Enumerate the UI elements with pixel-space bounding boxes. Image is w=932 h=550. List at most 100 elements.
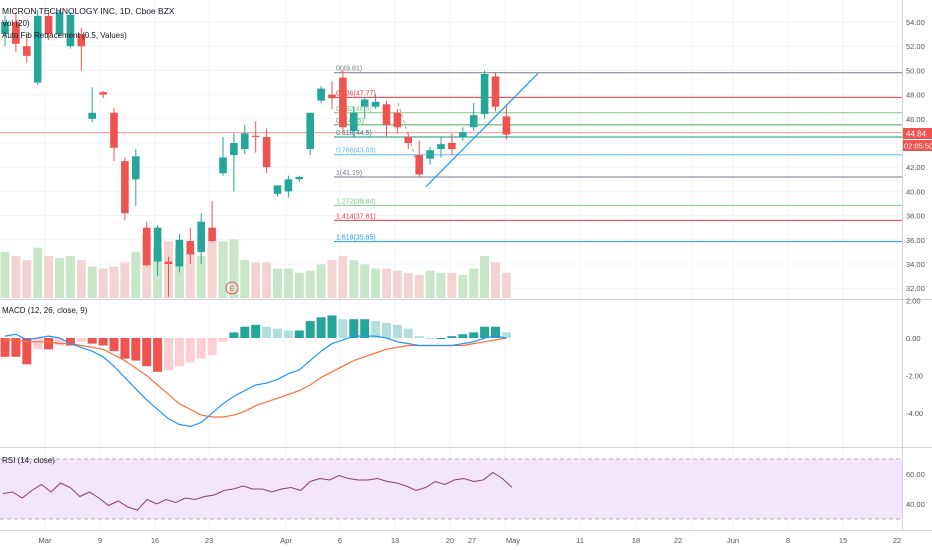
macd-histogram-bar <box>196 338 206 359</box>
macd-histogram-bar <box>371 321 381 338</box>
macd-histogram-bar <box>283 330 293 338</box>
macd-line <box>4 333 507 428</box>
rsi-tick-label: 60.00 <box>906 470 925 479</box>
macd-histogram-bar <box>392 324 402 338</box>
time-tick-label: 6 <box>338 536 342 545</box>
time-tick-label: 22 <box>893 536 901 545</box>
countdown-badge: 02:05:50 <box>903 140 932 151</box>
price-tick-label: 48.00 <box>906 91 925 100</box>
macd-histogram-bar <box>480 326 490 338</box>
candle-body <box>350 112 358 131</box>
earnings-marker-letter: E <box>230 286 235 293</box>
volume-bar <box>22 260 32 298</box>
candle-body <box>12 22 20 44</box>
volume-bar <box>501 272 511 298</box>
trendline[interactable] <box>425 73 539 187</box>
macd-histogram-bar <box>262 326 272 338</box>
volume-bar <box>120 262 130 298</box>
volume-bar <box>491 262 500 298</box>
candlestick-series <box>1 9 511 297</box>
time-tick-label: May <box>506 536 520 545</box>
macd-histogram-bar <box>98 338 108 346</box>
volume-bars <box>0 235 511 298</box>
macd-histogram-bar <box>491 326 500 338</box>
candle-body <box>110 112 118 148</box>
macd-histogram-bar <box>349 319 359 338</box>
macd-lines <box>4 333 507 428</box>
candle-body <box>415 155 423 175</box>
candle-body <box>295 176 304 180</box>
time-tick-label: 11 <box>576 536 584 545</box>
macd-histogram-bar <box>360 319 370 338</box>
price-tick-label: 50.00 <box>906 66 925 75</box>
volume-bar <box>11 256 21 298</box>
candle-body <box>208 227 216 242</box>
macd-histogram-bar <box>44 338 54 350</box>
macd-histogram-bar <box>120 338 130 359</box>
fib-level-label: 1(41.19) <box>336 170 362 177</box>
earnings-marker[interactable]: E <box>225 281 239 295</box>
time-tick-label: Mar <box>39 536 52 545</box>
candle-body <box>44 15 53 35</box>
volume-bar <box>109 266 119 298</box>
price-tick-label: 52.00 <box>906 42 925 51</box>
volume-bar <box>349 260 359 298</box>
fib-legend[interactable]: Auto Fib Retracement (0.5, Values) <box>2 31 127 40</box>
volume-bar <box>273 268 282 298</box>
candle-body <box>153 227 162 262</box>
macd-histogram-bar <box>327 315 337 338</box>
candle-body <box>491 76 500 107</box>
volume-bar <box>480 256 490 298</box>
volume-bar <box>305 270 315 298</box>
macd-tick-label: 0.00 <box>906 334 921 343</box>
rsi-legend[interactable]: RSI (14, close) <box>2 456 55 465</box>
candle-body <box>404 136 413 143</box>
candle-body <box>23 46 31 56</box>
candle-body <box>142 227 151 266</box>
volume-bar <box>87 266 97 298</box>
candle-body <box>241 133 249 150</box>
time-tick-label: 27 <box>468 536 476 545</box>
macd-histogram-bar <box>414 336 424 338</box>
volume-legend[interactable]: Vol (20) <box>2 19 30 28</box>
macd-histogram-bar <box>501 332 511 338</box>
candle-body <box>164 261 173 264</box>
volume-bar <box>458 274 468 298</box>
macd-legend[interactable]: MACD (12, 26, close, 9) <box>2 306 88 315</box>
candle-body <box>459 132 467 137</box>
rsi-axis[interactable]: 60.00 40.00 <box>906 470 925 509</box>
volume-bar <box>65 256 75 298</box>
candle-body <box>230 143 238 156</box>
volume-bar <box>131 251 141 298</box>
volume-bar <box>294 272 304 298</box>
macd-histogram-bar <box>425 338 435 339</box>
volume-bar <box>447 272 457 298</box>
volume-bar <box>371 268 381 298</box>
macd-histogram-bar <box>109 338 119 352</box>
rsi-series <box>0 458 902 520</box>
macd-axis[interactable]: 2.00 0.00 -2.00 -4.00 <box>906 296 923 418</box>
macd-histogram-bar <box>0 338 10 357</box>
volume-bar <box>316 264 326 298</box>
candle-body <box>393 112 402 128</box>
trendline-segment[interactable] <box>425 73 539 187</box>
candle-body <box>1 22 9 35</box>
candle-body <box>371 101 380 107</box>
last-price-value: 44.84 <box>906 130 927 139</box>
macd-histogram-bar <box>403 328 413 338</box>
macd-histogram-bar <box>142 338 152 367</box>
time-tick-label: 8 <box>786 536 790 545</box>
fib-level-label: 0.786(43.03) <box>336 148 376 155</box>
macd-tick-label: 2.00 <box>906 296 921 305</box>
candle-body <box>132 156 140 180</box>
volume-bar <box>240 260 250 298</box>
time-axis[interactable]: Mar 9 16 23 Apr 6 13 20 27 May 11 18 22 Jun 8 15 22 <box>39 536 902 545</box>
macd-histogram-bar <box>207 338 217 355</box>
time-tick-label: 18 <box>632 536 640 545</box>
candle-body <box>480 74 489 114</box>
candle-body <box>426 150 434 159</box>
symbol-title[interactable]: MICRON TECHNOLOGY INC, 1D, Cboe BZX <box>2 6 175 16</box>
macd-histogram-bar <box>76 338 86 342</box>
price-axis[interactable]: 54.0052.0050.0048.0046.0044.0042.0040.00… <box>906 18 925 293</box>
